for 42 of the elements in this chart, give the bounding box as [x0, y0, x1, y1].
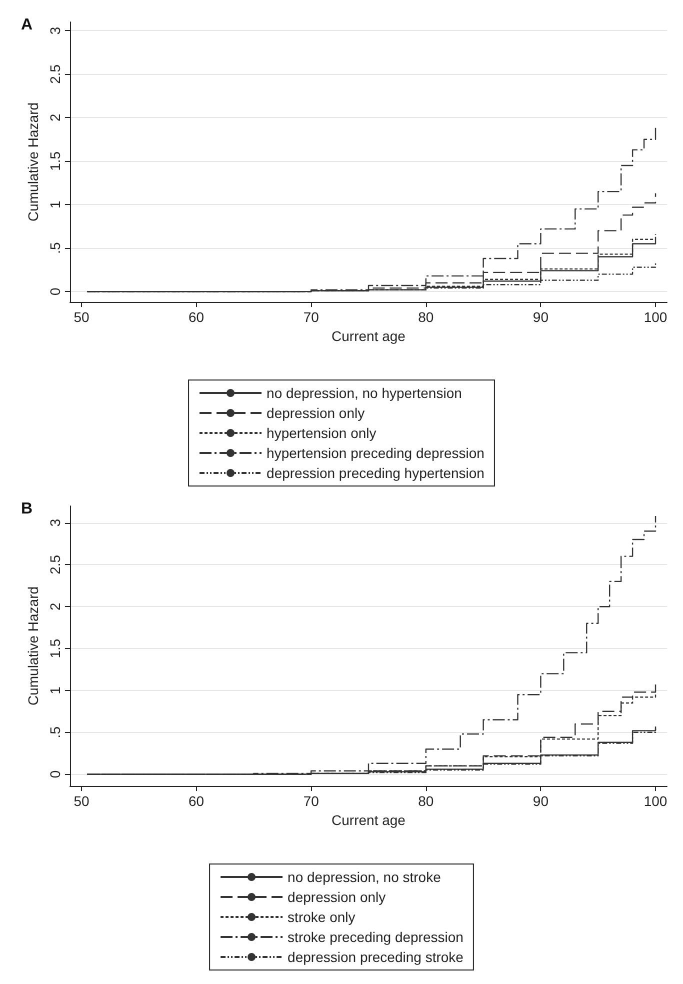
legend-label: hypertension preceding depression [266, 445, 484, 461]
chart-title: B [21, 500, 33, 518]
y-tick-label: 3 [47, 518, 63, 527]
x-tick-label: 50 [74, 793, 90, 809]
x-tick-label: 50 [74, 309, 90, 325]
legend-label: stroke only [288, 909, 356, 925]
y-tick-label: .5 [47, 726, 63, 738]
legend-label: depression preceding stroke [288, 949, 464, 965]
y-tick-label: 1.5 [47, 151, 63, 171]
legend-label: stroke preceding depression [288, 929, 464, 945]
y-tick-label: 2 [47, 114, 63, 122]
y-tick-label: 1.5 [47, 638, 63, 658]
x-tick-label: 80 [418, 793, 434, 809]
x-tick-label: 100 [644, 309, 668, 325]
y-axis-title: Cumulative Hazard [25, 586, 41, 706]
legend-label: depression preceding hypertension [266, 465, 484, 481]
x-axis-title: Current age [332, 328, 406, 344]
y-tick-label: 2.5 [47, 64, 63, 84]
y-tick-label: 0 [47, 770, 63, 778]
legend-label: depression only [266, 405, 365, 421]
x-tick-label: 100 [644, 793, 668, 809]
legend-label: depression only [288, 889, 386, 905]
y-tick-label: 3 [47, 26, 63, 35]
legend-label: no depression, no stroke [288, 869, 442, 885]
x-axis-title: Current age [332, 812, 406, 828]
legend-label: hypertension only [266, 425, 376, 441]
y-tick-label: 2.5 [47, 554, 63, 574]
chart-title: A [21, 16, 33, 34]
x-tick-label: 90 [532, 793, 549, 809]
y-tick-label: .5 [47, 242, 63, 254]
legend-label: no depression, no hypertension [266, 385, 462, 401]
y-tick-label: 1 [47, 200, 63, 209]
x-tick-label: 60 [188, 309, 204, 325]
x-tick-label: 80 [418, 309, 434, 325]
y-tick-label: 0 [47, 287, 63, 296]
y-tick-label: 1 [47, 686, 63, 694]
x-tick-label: 90 [532, 309, 549, 325]
y-tick-label: 2 [47, 602, 63, 610]
x-tick-label: 60 [188, 793, 204, 809]
x-tick-label: 70 [303, 309, 320, 325]
y-axis-title: Cumulative Hazard [25, 102, 41, 222]
x-tick-label: 70 [303, 793, 320, 809]
